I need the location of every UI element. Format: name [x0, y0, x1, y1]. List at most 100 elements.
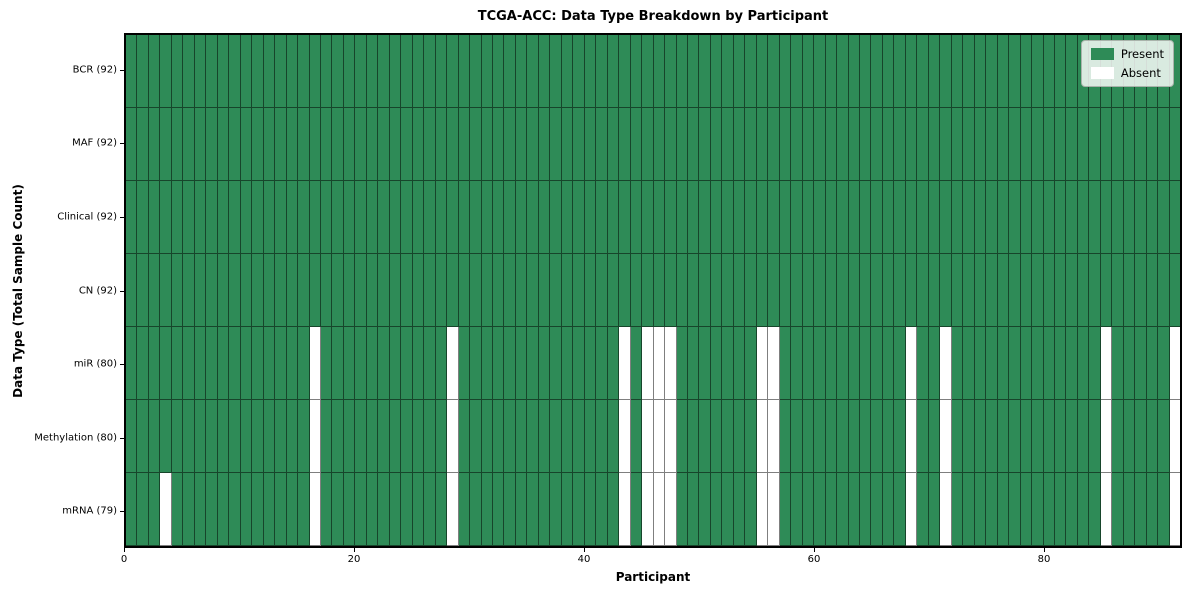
heatmap-cell — [126, 35, 138, 108]
heatmap-cell — [435, 35, 448, 108]
heatmap-cell — [252, 400, 264, 473]
heatmap-cell — [252, 327, 264, 400]
heatmap-cell — [378, 400, 390, 473]
heatmap-cell — [1032, 400, 1044, 473]
heatmap-cell — [275, 181, 287, 254]
heatmap-cell — [986, 400, 998, 473]
heatmap-cell — [160, 254, 172, 327]
heatmap-cell — [401, 108, 413, 181]
heatmap-cell — [320, 254, 333, 327]
heatmap-cell — [882, 327, 895, 400]
heatmap-cell — [607, 108, 620, 181]
heatmap-cell — [733, 35, 746, 108]
heatmap-cell — [768, 35, 780, 108]
heatmap-cell — [1089, 108, 1101, 181]
heatmap-cell — [837, 108, 849, 181]
heatmap-cell — [240, 400, 253, 473]
heatmap-cell — [126, 400, 138, 473]
heatmap-cell — [733, 254, 746, 327]
heatmap-cell — [275, 327, 287, 400]
heatmap-cell — [447, 473, 459, 546]
heatmap-cell — [825, 108, 838, 181]
heatmap-cell — [882, 400, 895, 473]
heatmap-cell — [229, 400, 241, 473]
heatmap-cell — [963, 473, 975, 546]
heatmap-cell — [963, 35, 975, 108]
heatmap-cell — [561, 400, 574, 473]
heatmap-cell — [1100, 108, 1113, 181]
heatmap-cell — [217, 400, 230, 473]
heatmap-cell — [263, 35, 276, 108]
heatmap-cell — [229, 473, 241, 546]
heatmap-cell — [1089, 327, 1101, 400]
heatmap-cell — [286, 108, 299, 181]
heatmap-cell — [687, 108, 700, 181]
heatmap-cell — [940, 108, 952, 181]
heatmap-cell — [619, 108, 631, 181]
heatmap-cell — [447, 35, 459, 108]
heatmap-cell — [286, 181, 299, 254]
present-swatch — [1090, 48, 1114, 60]
heatmap-cell — [894, 400, 906, 473]
y-tick-label-Clinical: Clinical (92) — [57, 211, 117, 223]
heatmap-cell — [802, 181, 815, 254]
heatmap-cell — [1020, 181, 1033, 254]
heatmap-cell — [642, 400, 654, 473]
heatmap-cell — [630, 327, 643, 400]
heatmap-cell — [882, 473, 895, 546]
heatmap-cell — [974, 108, 987, 181]
heatmap-cell — [1089, 181, 1101, 254]
heatmap-cell — [699, 400, 711, 473]
heatmap-cell — [894, 108, 906, 181]
heatmap-cell — [366, 108, 379, 181]
heatmap-cell — [412, 35, 425, 108]
heatmap-cell — [837, 400, 849, 473]
heatmap-cell — [1123, 400, 1136, 473]
heatmap-cell — [963, 108, 975, 181]
heatmap-cell — [447, 400, 459, 473]
heatmap-cell — [860, 400, 872, 473]
heatmap-cell — [389, 473, 402, 546]
heatmap-cell — [263, 254, 276, 327]
heatmap-cell — [286, 473, 299, 546]
heatmap-cell — [1054, 108, 1067, 181]
heatmap-cell — [148, 35, 161, 108]
heatmap-cell — [206, 327, 218, 400]
heatmap-cell — [710, 35, 723, 108]
heatmap-cell — [825, 35, 838, 108]
y-tick-label-MAF: MAF (92) — [72, 137, 117, 149]
heatmap-cell — [791, 254, 803, 327]
heatmap-cell — [951, 473, 964, 546]
heatmap-cell — [378, 35, 390, 108]
x-tick-mark — [1044, 548, 1045, 552]
heatmap-cell — [252, 473, 264, 546]
heatmap-cell — [298, 35, 310, 108]
heatmap-cell — [1066, 473, 1078, 546]
heatmap-cell — [561, 35, 574, 108]
heatmap-cell — [229, 254, 241, 327]
heatmap-cell — [986, 35, 998, 108]
heatmap-cell — [986, 327, 998, 400]
heatmap-cell — [275, 35, 287, 108]
heatmap-cell — [733, 108, 746, 181]
heatmap-cell — [332, 473, 344, 546]
heatmap-cell — [860, 254, 872, 327]
heatmap-cell — [401, 254, 413, 327]
heatmap-cell — [160, 35, 172, 108]
heatmap-cell — [871, 35, 883, 108]
heatmap-cell — [1146, 254, 1159, 327]
y-tick-mark — [120, 437, 124, 439]
heatmap-cell — [1032, 108, 1044, 181]
heatmap-cell — [1043, 254, 1055, 327]
heatmap-cell — [1112, 108, 1124, 181]
heatmap-cell — [619, 473, 631, 546]
heatmap-cell — [1100, 181, 1113, 254]
heatmap-cell — [894, 327, 906, 400]
heatmap-cell — [470, 473, 482, 546]
heatmap-cell — [1123, 327, 1136, 400]
heatmap-cell — [470, 108, 482, 181]
heatmap-cell — [997, 108, 1010, 181]
heatmap-cell — [596, 400, 608, 473]
heatmap-cell — [997, 35, 1010, 108]
heatmap-cell — [263, 327, 276, 400]
